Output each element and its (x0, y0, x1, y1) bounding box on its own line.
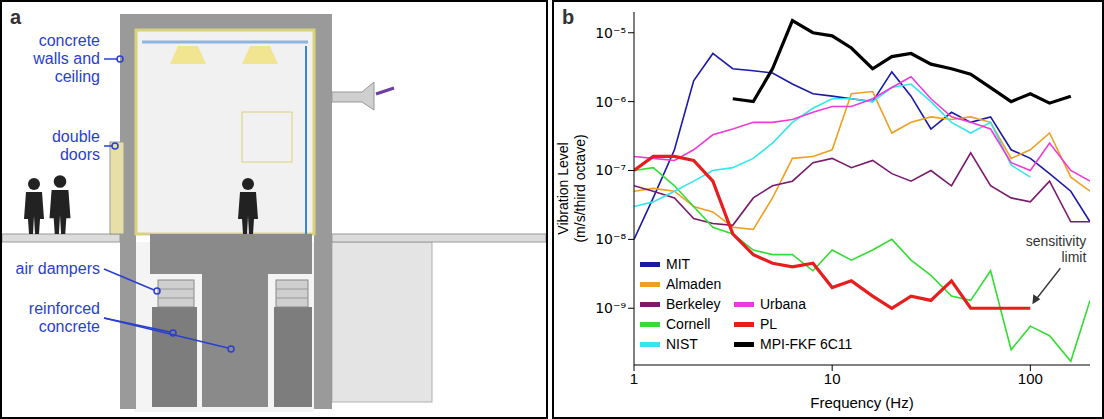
svg-text:10⁻⁵: 10⁻⁵ (595, 25, 626, 41)
html-text:MIT: MIT (666, 256, 691, 272)
svg-text:air dampers: air dampers (16, 260, 100, 277)
svg-text:walls and: walls and (32, 50, 100, 67)
svg-text:concrete: concrete (39, 318, 100, 335)
html-text:Cornell: Cornell (666, 316, 711, 332)
svg-text:10⁻⁶: 10⁻⁶ (595, 94, 626, 110)
html-text:Almaden: Almaden (666, 276, 722, 292)
svg-text:a: a (10, 6, 22, 28)
html-text:Urbana: Urbana (760, 296, 806, 312)
svg-text:10⁻⁹: 10⁻⁹ (595, 300, 626, 316)
html-text:PL: PL (760, 316, 778, 332)
html-text:MPI-FKF 6C11: MPI-FKF 6C11 (760, 336, 853, 352)
svg-text:100: 100 (1018, 370, 1043, 387)
svg-text:reinforced: reinforced (29, 300, 100, 317)
svg-text:10⁻⁷: 10⁻⁷ (595, 162, 626, 178)
svg-text:1: 1 (630, 370, 638, 387)
svg-text:(m/s/third octave): (m/s/third octave) (572, 134, 588, 242)
svg-text:concrete: concrete (39, 32, 100, 49)
html-text:Berkeley: Berkeley (666, 296, 721, 312)
svg-text:Frequency (Hz): Frequency (Hz) (810, 394, 913, 411)
svg-text:10: 10 (824, 370, 841, 387)
svg-text:Vibration Level: Vibration Level (555, 142, 571, 234)
svg-text:10⁻⁸: 10⁻⁸ (595, 231, 626, 247)
svg-text:sensitivity: sensitivity (1026, 233, 1087, 249)
svg-text:ceiling: ceiling (55, 68, 100, 85)
svg-text:double: double (52, 128, 100, 145)
svg-text:doors: doors (60, 146, 100, 163)
svg-text:b: b (562, 6, 574, 28)
html-text:NIST: NIST (666, 336, 698, 352)
svg-text:limit: limit (1061, 249, 1086, 265)
